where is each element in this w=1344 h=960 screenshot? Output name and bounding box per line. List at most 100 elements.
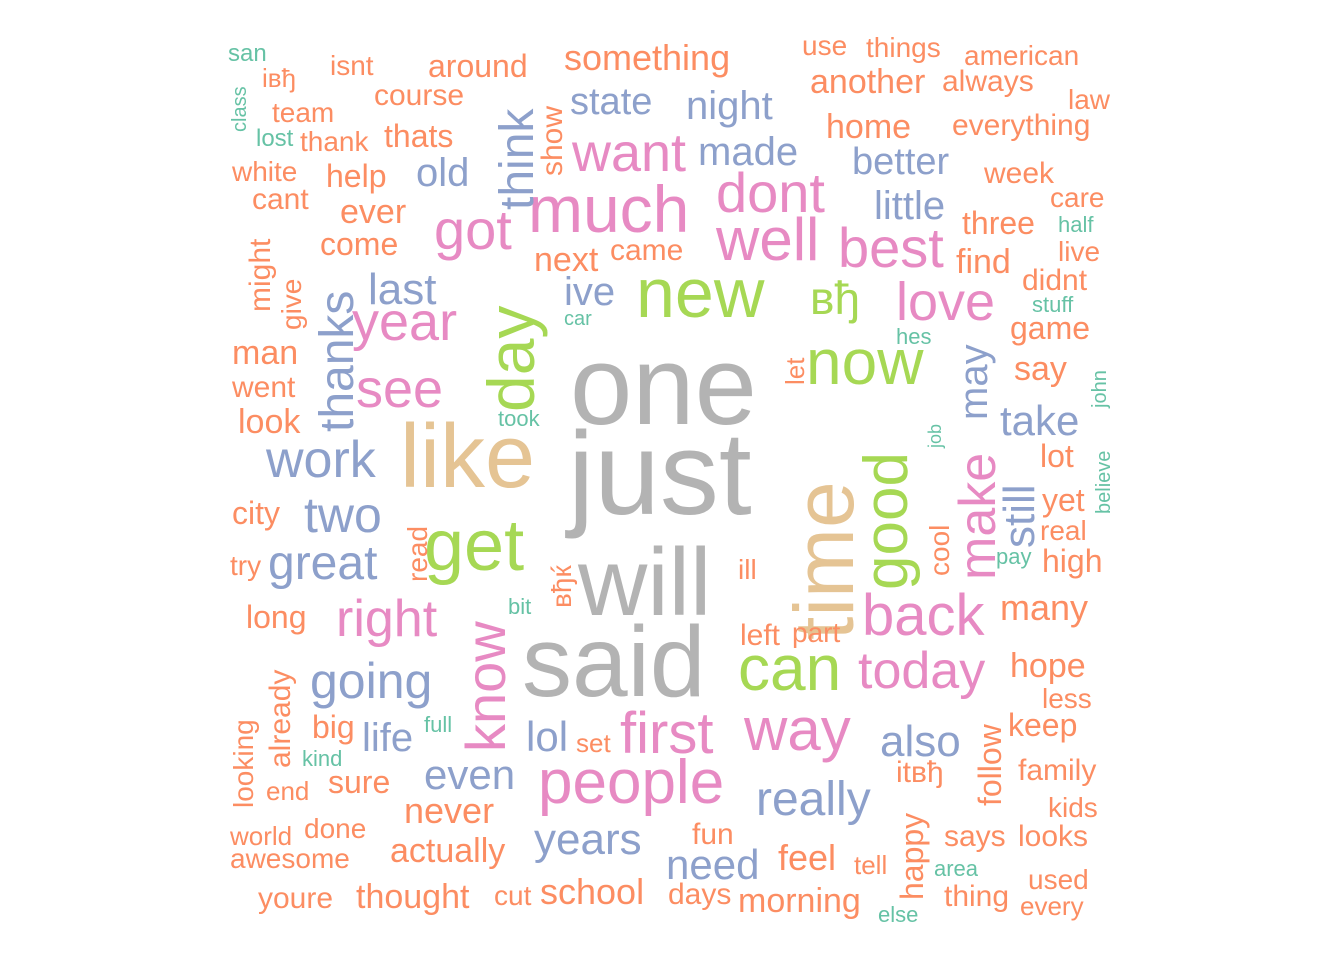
word-glyph-12: вђ bbox=[810, 272, 861, 324]
word-night-32: night bbox=[686, 84, 773, 128]
word-part-106: part bbox=[792, 617, 841, 648]
word-law-63: law bbox=[1068, 84, 1111, 115]
word-help-72: help bbox=[326, 158, 387, 194]
word-every-138: every bbox=[1020, 891, 1084, 921]
word-something-57: something bbox=[564, 37, 731, 78]
word-school-134: school bbox=[540, 871, 645, 912]
word-love-21: love bbox=[896, 272, 996, 332]
word-cant-73: cant bbox=[252, 183, 309, 216]
word-well-14: well bbox=[716, 206, 820, 273]
word-cut-133: cut bbox=[494, 880, 532, 911]
word-thing-137: thing bbox=[944, 880, 1010, 913]
word-follow-113: follow bbox=[972, 724, 1008, 806]
word-work-40: work bbox=[266, 431, 376, 489]
word-fun-122: fun bbox=[692, 818, 734, 851]
word-thank-67: thank bbox=[300, 126, 369, 157]
word-less-108: less bbox=[1042, 683, 1092, 714]
word-cool-100: cool bbox=[924, 524, 955, 576]
word-never-118: never bbox=[404, 790, 495, 831]
word-next-82: next bbox=[534, 241, 599, 279]
word-things-59: things bbox=[866, 32, 941, 63]
word-much-13: much bbox=[528, 172, 690, 246]
word-course-66: course bbox=[374, 79, 465, 112]
word-get-8: get bbox=[424, 506, 525, 586]
word-lol-45: lol bbox=[526, 713, 569, 760]
word-little-35: little bbox=[874, 184, 946, 228]
word-says-124: says bbox=[944, 820, 1006, 853]
word-may-53: may bbox=[952, 344, 996, 420]
word-went-88: went bbox=[232, 371, 296, 404]
word-full-152: full bbox=[424, 712, 453, 737]
word-kind-153: kind bbox=[302, 746, 343, 771]
word-thats-68: thats bbox=[384, 118, 454, 154]
word-need-48: need bbox=[666, 841, 760, 888]
word-thought-132: thought bbox=[356, 878, 470, 916]
word-john-146: john bbox=[1089, 370, 1111, 408]
word-see-18: see bbox=[356, 359, 444, 419]
word-good-10: good bbox=[852, 452, 921, 590]
word-year-17: year bbox=[352, 292, 458, 352]
word-great-42: great bbox=[268, 537, 378, 590]
word-show-54: show bbox=[536, 105, 569, 176]
word-read-96: read bbox=[402, 525, 433, 582]
word-lot-92: lot bbox=[1040, 438, 1074, 474]
word-first-26: first bbox=[620, 701, 714, 766]
word-already-104: already bbox=[264, 669, 297, 768]
word-three-78: three bbox=[962, 205, 1035, 241]
word-team-65: team bbox=[272, 97, 335, 128]
word-real-95: real bbox=[1040, 515, 1087, 546]
word-think-30: think bbox=[491, 108, 544, 210]
word-days-135: days bbox=[668, 878, 732, 911]
word-it-114: itвђ bbox=[896, 756, 944, 789]
word-come-75: come bbox=[320, 226, 399, 262]
word-another-61: another bbox=[810, 63, 926, 101]
word-can-11: can bbox=[738, 632, 842, 704]
word-kids-119: kids bbox=[1048, 792, 1098, 823]
word-high-101: high bbox=[1042, 543, 1103, 579]
word-got-19: got bbox=[434, 198, 512, 261]
word-many-103: many bbox=[1000, 587, 1089, 628]
word-isnt-55: isnt bbox=[330, 50, 374, 81]
word-came-83: came bbox=[610, 234, 684, 267]
word-like-4: like bbox=[400, 407, 536, 507]
word-ive-38: ive bbox=[564, 270, 616, 314]
word-try-97: try bbox=[230, 550, 262, 581]
word-always-62: always bbox=[942, 65, 1034, 98]
word-glyph-98: вђќ bbox=[546, 565, 577, 608]
word-sure-117: sure bbox=[328, 764, 391, 800]
word-also-50: also bbox=[880, 717, 961, 766]
word-use-58: use bbox=[802, 30, 848, 61]
word-looking-110: looking bbox=[228, 719, 259, 808]
word-didnt-81: didnt bbox=[1022, 264, 1088, 297]
word-care-77: care bbox=[1050, 182, 1105, 213]
word-take-51: take bbox=[1000, 397, 1080, 444]
word-used-130: used bbox=[1028, 864, 1089, 895]
word-want-16: want bbox=[572, 123, 687, 183]
word-life-44: life bbox=[362, 716, 414, 760]
word-left-105: left bbox=[740, 619, 781, 652]
word-live-79: live bbox=[1058, 236, 1101, 267]
word-stuff-143: stuff bbox=[1032, 292, 1074, 317]
word-class-140: class bbox=[229, 86, 251, 132]
word-pay-151: pay bbox=[996, 544, 1032, 569]
word-let-90: let bbox=[780, 357, 810, 385]
word-feel-128: feel bbox=[778, 837, 837, 878]
word-i-64: iвђ bbox=[262, 63, 297, 93]
word-lost-141: lost bbox=[256, 125, 294, 152]
word-area-154: area bbox=[934, 856, 979, 881]
word-week-76: week bbox=[984, 157, 1055, 190]
word-else-155: else bbox=[878, 902, 919, 927]
word-say-89: say bbox=[1014, 350, 1067, 388]
word-big-109: big bbox=[312, 709, 355, 745]
word-set-111: set bbox=[576, 728, 611, 758]
word-hes-145: hes bbox=[896, 324, 932, 349]
word-youre-131: youre bbox=[258, 882, 334, 915]
word-family-115: family bbox=[1018, 754, 1097, 787]
word-just-1: just bbox=[568, 408, 752, 540]
word-old-36: old bbox=[416, 151, 470, 195]
word-morning-136: morning bbox=[738, 882, 861, 920]
word-said-3: said bbox=[522, 606, 706, 718]
word-going-43: going bbox=[310, 653, 433, 709]
word-car-144: car bbox=[564, 308, 592, 330]
word-might-84: might bbox=[244, 238, 277, 312]
